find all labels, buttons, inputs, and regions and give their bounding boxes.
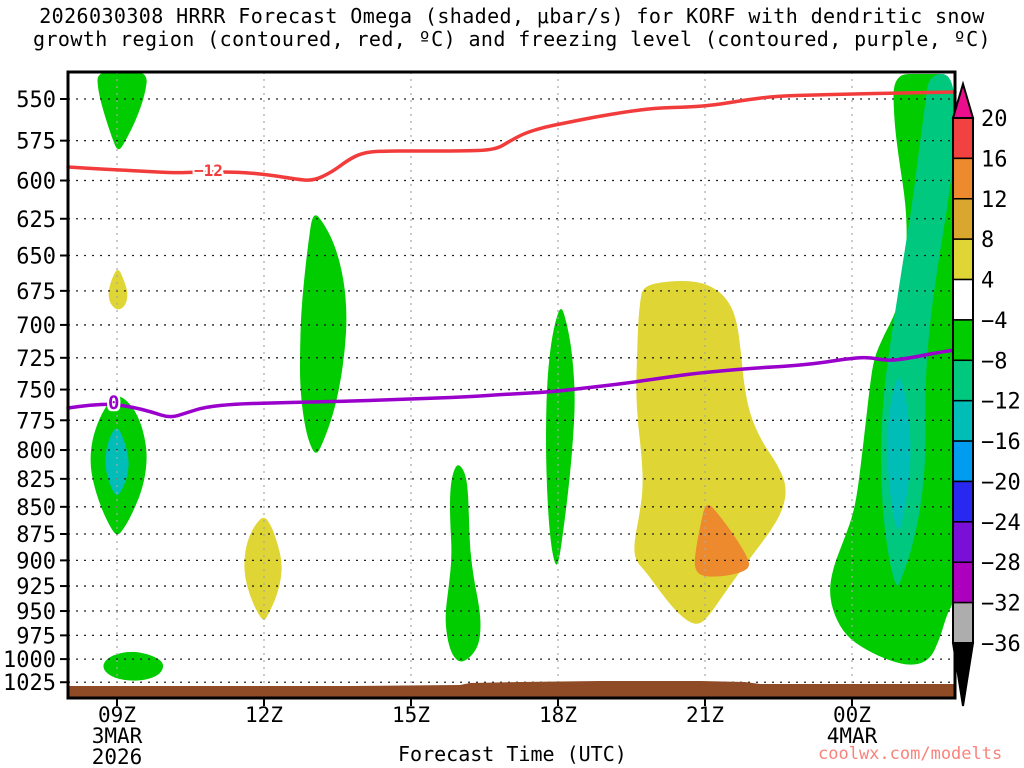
region-yellow-teardrop (108, 269, 128, 310)
y-tick-label: 700 (16, 314, 56, 339)
y-tick-label: 975 (16, 624, 56, 649)
region-green-topleft (97, 72, 147, 150)
colorbar-level-label: −28 (981, 551, 1021, 576)
y-tick-label: 875 (16, 523, 56, 548)
y-tick-label: 900 (16, 549, 56, 574)
colorbar-segment (952, 521, 974, 563)
colorbar-segment (952, 238, 974, 281)
colorbar-level-label: 8 (981, 228, 994, 253)
colorbar-level-label: −36 (981, 632, 1021, 657)
y-tick-label: 575 (16, 130, 56, 155)
region-green-18z-lens (546, 308, 575, 565)
region-orange-core (694, 505, 750, 577)
colorbar-level-label: −16 (981, 430, 1021, 455)
region-green-bottomleft (103, 651, 164, 681)
y-tick-label: 750 (16, 379, 56, 404)
y-tick-label: 1000 (3, 648, 56, 673)
x-tick-label: 12Z (245, 703, 283, 727)
y-tick-label: 675 (16, 280, 56, 305)
y-tick-label: 850 (16, 496, 56, 521)
colorbar-segment (952, 319, 974, 362)
chart-title-line2: growth region (contoured, red, ºC) and f… (33, 27, 991, 51)
y-tick-label: 650 (16, 245, 56, 270)
chart-title-line1: 2026030308 HRRR Forecast Omega (shaded, … (39, 4, 985, 28)
y-tick-label: 600 (16, 170, 56, 195)
x-tick-label: 09Z (98, 703, 136, 727)
colorbar-level-label: 4 (981, 269, 994, 294)
y-tick-label: 825 (16, 468, 56, 493)
colorbar-level-label: 12 (981, 188, 1008, 213)
y-tick-label: 800 (16, 439, 56, 464)
colorbar-segment (952, 117, 974, 160)
colorbar-level-label: −4 (981, 309, 1008, 334)
colorbar-segment (952, 440, 974, 483)
colorbar-level-label: −12 (981, 390, 1021, 415)
x-tick-label: 18Z (539, 703, 577, 727)
colorbar-segment (952, 601, 974, 644)
colorbar-level-label: −20 (981, 470, 1021, 495)
y-tick-label: 550 (16, 88, 56, 113)
watermark-link: coolwx.com/modelts (818, 744, 1003, 764)
freezing-level-contour-label: 0 (108, 392, 120, 414)
y-tick-label: 625 (16, 208, 56, 233)
colorbar-segment (952, 561, 974, 604)
y-tick-label: 950 (16, 600, 56, 625)
x-tick-date-label: 4MAR (827, 724, 878, 748)
y-tick-label: 925 (16, 575, 56, 600)
freezing-level-contour (66, 348, 957, 419)
region-yellow-lens (244, 517, 282, 620)
x-tick-date-label: 3MAR (92, 724, 143, 748)
region-yellow-large (634, 281, 786, 624)
x-tick-label: 15Z (392, 703, 430, 727)
region-teal-left-core (105, 428, 129, 496)
colorbar-level-label: −32 (981, 592, 1021, 617)
y-tick-label: 725 (16, 347, 56, 372)
x-tick-label: 00Z (833, 703, 871, 727)
x-tick-label: 21Z (686, 703, 724, 727)
colorbar-segment (952, 480, 974, 523)
colorbar-level-label: −8 (981, 349, 1008, 374)
colorbar-segment (952, 157, 974, 200)
colorbar-segment (952, 399, 974, 442)
colorbar-segment (952, 359, 974, 402)
dendritic-growth-contour (66, 90, 957, 182)
x-axis-title: Forecast Time (UTC) (398, 742, 627, 766)
colorbar-level-label: 16 (981, 147, 1008, 172)
terrain (68, 681, 955, 697)
region-green-mid-lens (300, 215, 347, 453)
y-tick-label: 1025 (3, 671, 56, 696)
chart-title: 2026030308 HRRR Forecast Omega (shaded, … (0, 5, 1024, 51)
colorbar-segment (952, 278, 974, 321)
y-tick-label: 775 (16, 409, 56, 434)
region-cyan-right-core (887, 378, 911, 530)
colorbar-border (952, 117, 974, 644)
colorbar-segment (952, 198, 974, 240)
colorbar-level-label: −24 (981, 511, 1021, 536)
dendritic-contour-label: −12 (194, 161, 223, 180)
colorbar-level-label: 20 (981, 107, 1008, 132)
x-tick-date-label: 2026 (92, 745, 143, 768)
region-green-finger (445, 465, 481, 662)
